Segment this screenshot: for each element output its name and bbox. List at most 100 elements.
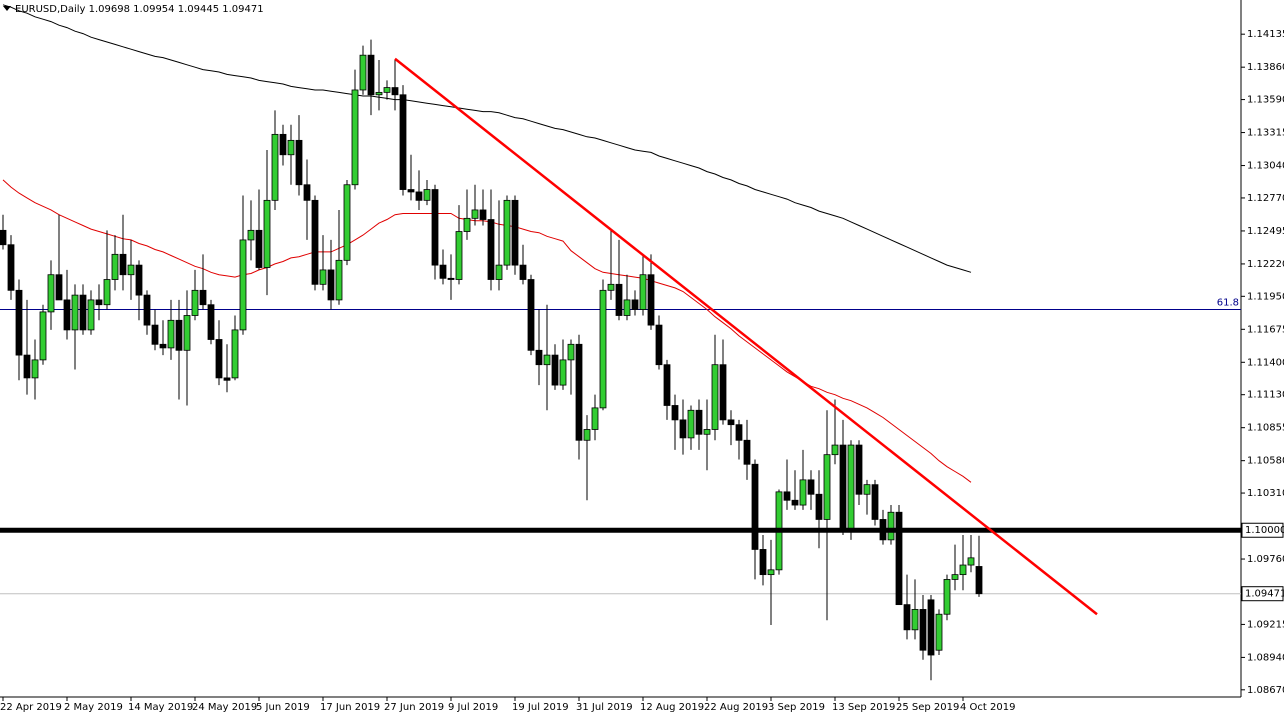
candle-body xyxy=(503,199,511,266)
candle-body xyxy=(295,139,303,186)
x-tick-label: 9 Jul 2019 xyxy=(448,702,498,713)
candle-body xyxy=(431,189,439,266)
candle-body xyxy=(319,269,327,285)
plot: 1.14135 1.13860 1.13590 1.13315 1.13040 1.127… xyxy=(0,4,1284,713)
candle-body xyxy=(559,359,567,386)
candle-body xyxy=(895,511,903,606)
candle-body xyxy=(823,454,831,520)
candle-body xyxy=(647,274,655,326)
candle-body xyxy=(111,253,119,280)
y-tick-label: 1.13860 xyxy=(1247,62,1284,73)
candle-body xyxy=(487,219,495,280)
candle-body xyxy=(167,319,175,349)
y-tick-label: 1.13590 xyxy=(1247,95,1284,106)
candle-body xyxy=(303,184,311,201)
candle-body xyxy=(399,94,407,190)
candle-body xyxy=(47,274,55,313)
menu-arrow[interactable] xyxy=(3,6,11,11)
candle-body xyxy=(335,259,343,301)
x-tick-label: 22 Aug 2019 xyxy=(704,702,768,713)
fibo-label: 61.8 xyxy=(1217,298,1239,309)
candle-body xyxy=(935,613,943,651)
candle-body xyxy=(119,253,127,276)
candle-body xyxy=(743,439,751,465)
candle-body xyxy=(159,343,167,349)
candle-body xyxy=(871,484,879,520)
y-tick-label: 1.11400 xyxy=(1247,357,1284,368)
candle-body xyxy=(183,315,191,351)
x-tick-label: 25 Sep 2019 xyxy=(896,702,959,713)
candle-body xyxy=(767,569,775,576)
candle-body xyxy=(751,463,759,550)
candle-body xyxy=(791,499,799,506)
candle-body xyxy=(967,557,975,566)
candle-body xyxy=(623,299,631,316)
price-label-box xyxy=(1241,586,1284,602)
x-tick-label: 22 Apr 2019 xyxy=(0,702,62,713)
symbol: EURUSD,Daily xyxy=(15,4,86,15)
candle-body xyxy=(855,444,863,495)
y-tick-label: 1.08670 xyxy=(1247,685,1284,696)
x-tick-label: 12 Aug 2019 xyxy=(640,702,704,713)
candle-body xyxy=(655,324,663,366)
candle-body xyxy=(463,217,471,232)
candle-body xyxy=(143,294,151,326)
candle-body xyxy=(15,289,23,356)
candle-body xyxy=(607,283,615,291)
candle-body xyxy=(39,311,47,361)
candle-body xyxy=(255,229,263,268)
y-tick-label: 1.10310 xyxy=(1247,488,1284,499)
candle-body xyxy=(415,191,423,201)
candle-body xyxy=(599,289,607,409)
chart-header: EURUSD,Daily 1.09698 1.09954 1.09445 1.0… xyxy=(15,4,264,15)
candle-body xyxy=(87,299,95,331)
candle-body xyxy=(423,189,431,201)
candle-body xyxy=(663,364,671,406)
x-tick-label: 4 Oct 2019 xyxy=(960,702,1015,713)
x-tick-label: 3 Sep 2019 xyxy=(768,702,825,713)
candle-body xyxy=(455,231,463,280)
candle-body xyxy=(583,429,591,441)
candle-body xyxy=(407,189,415,193)
candle-body xyxy=(343,184,351,261)
candle-body xyxy=(551,354,559,386)
y-tick-label: 1.11675 xyxy=(1247,324,1284,335)
candle-body xyxy=(831,444,839,456)
candle-body xyxy=(815,493,823,520)
y-tick-label: 1.12495 xyxy=(1247,226,1284,237)
candle-body xyxy=(247,229,255,241)
candle-body xyxy=(215,339,223,379)
candle-body xyxy=(903,604,911,631)
candle-body xyxy=(543,354,551,366)
candle-body xyxy=(271,133,279,201)
candle-body xyxy=(687,409,695,439)
candle-body xyxy=(639,274,647,310)
candle-body xyxy=(951,574,959,580)
candle-body xyxy=(23,354,31,379)
candle-body xyxy=(679,419,687,439)
level-label-box xyxy=(1241,522,1284,538)
candle-body xyxy=(263,199,271,268)
candle-body xyxy=(591,407,599,430)
candle-body xyxy=(359,54,367,91)
candle-body xyxy=(887,511,895,541)
candle-body xyxy=(727,419,735,426)
candle-body xyxy=(279,133,287,156)
candle-body xyxy=(55,274,63,301)
candle-body xyxy=(367,54,375,96)
candle-body xyxy=(471,209,479,219)
candle-body xyxy=(391,87,399,96)
candle-body xyxy=(127,264,135,276)
candle-body xyxy=(439,264,447,279)
candle-body xyxy=(711,364,719,430)
high: 1.09954 xyxy=(133,4,174,15)
x-tick-label: 14 May 2019 xyxy=(128,702,193,713)
x-tick-label: 19 Jul 2019 xyxy=(512,702,569,713)
candle-body xyxy=(383,87,391,93)
candle-body xyxy=(575,343,583,441)
candle-body xyxy=(695,409,703,435)
y-tick-label: 1.09215 xyxy=(1247,619,1284,630)
candle-body xyxy=(191,289,199,316)
